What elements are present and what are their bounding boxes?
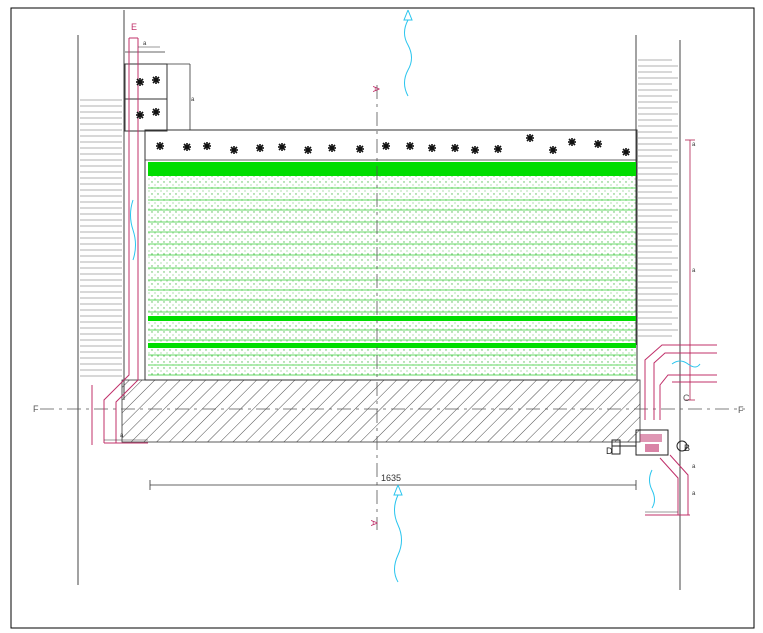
hatched-base (121, 379, 641, 443)
star-icon (156, 142, 164, 150)
label-c-right: C (683, 393, 690, 403)
star-icon (152, 76, 160, 84)
left-planter-boxes (124, 51, 191, 132)
label-a-bottom: A (369, 520, 379, 526)
water-flow-right-pipe (649, 360, 701, 509)
star-icon (356, 145, 364, 153)
small-dimension-marks (104, 46, 678, 513)
dim-text-1: a (143, 41, 147, 47)
star-icon (494, 145, 502, 153)
water-flow-top (403, 9, 413, 97)
green-layer-bands (148, 162, 636, 376)
wave-arrow-icon (130, 199, 136, 261)
star-icon (136, 78, 144, 86)
star-icon (451, 144, 459, 152)
star-icon (183, 143, 191, 151)
label-f-right: F (738, 405, 744, 415)
star-icon (304, 146, 312, 154)
main-dimension (149, 480, 637, 490)
label-e-top: E (131, 22, 137, 32)
star-icon (428, 144, 436, 152)
right-soil-hatch (638, 59, 678, 337)
wave-arrow-icon (671, 360, 701, 368)
left-soil-hatch (80, 99, 122, 377)
star-icon (549, 146, 557, 154)
star-icon (622, 148, 630, 156)
star-icon (230, 146, 238, 154)
star-icon (152, 108, 160, 116)
label-b-right: B (684, 443, 690, 453)
wave-arrow-icon (393, 484, 403, 583)
dim-text-7: a (120, 433, 124, 439)
valve-assembly (611, 429, 688, 456)
star-icon (278, 143, 286, 151)
dim-text-6: a (692, 491, 696, 497)
star-icon (382, 142, 390, 150)
label-a-top: A (371, 86, 381, 92)
star-icon (203, 142, 211, 150)
star-icon (526, 134, 534, 142)
left-inlet-pipe (91, 37, 148, 445)
label-d-left: D (606, 446, 613, 456)
label-f-left: F (33, 404, 39, 414)
star-icon (406, 142, 414, 150)
dim-text-2: a (191, 97, 195, 103)
star-icon (568, 138, 576, 146)
wave-arrow-icon (403, 9, 413, 97)
dotted-fill-zone (148, 176, 636, 376)
star-icon (256, 144, 264, 152)
wave-arrow-icon (649, 469, 655, 509)
dimension-1635: 1635 (381, 473, 401, 483)
water-flow-bottom (393, 484, 403, 583)
right-dimension (685, 139, 695, 401)
dim-text-5: a (692, 464, 696, 470)
star-icon (328, 144, 336, 152)
star-icon (471, 146, 479, 154)
drawing-frame (10, 7, 755, 629)
right-wall (635, 35, 681, 590)
star-icon (136, 111, 144, 119)
dim-text-3: a (692, 142, 696, 148)
plant-marker-group (136, 76, 630, 156)
star-icon (594, 140, 602, 148)
left-wall (77, 10, 125, 585)
right-outlet-pipe (644, 344, 717, 516)
dim-text-4: a (692, 268, 696, 274)
water-flow-left-pipe (130, 199, 136, 261)
